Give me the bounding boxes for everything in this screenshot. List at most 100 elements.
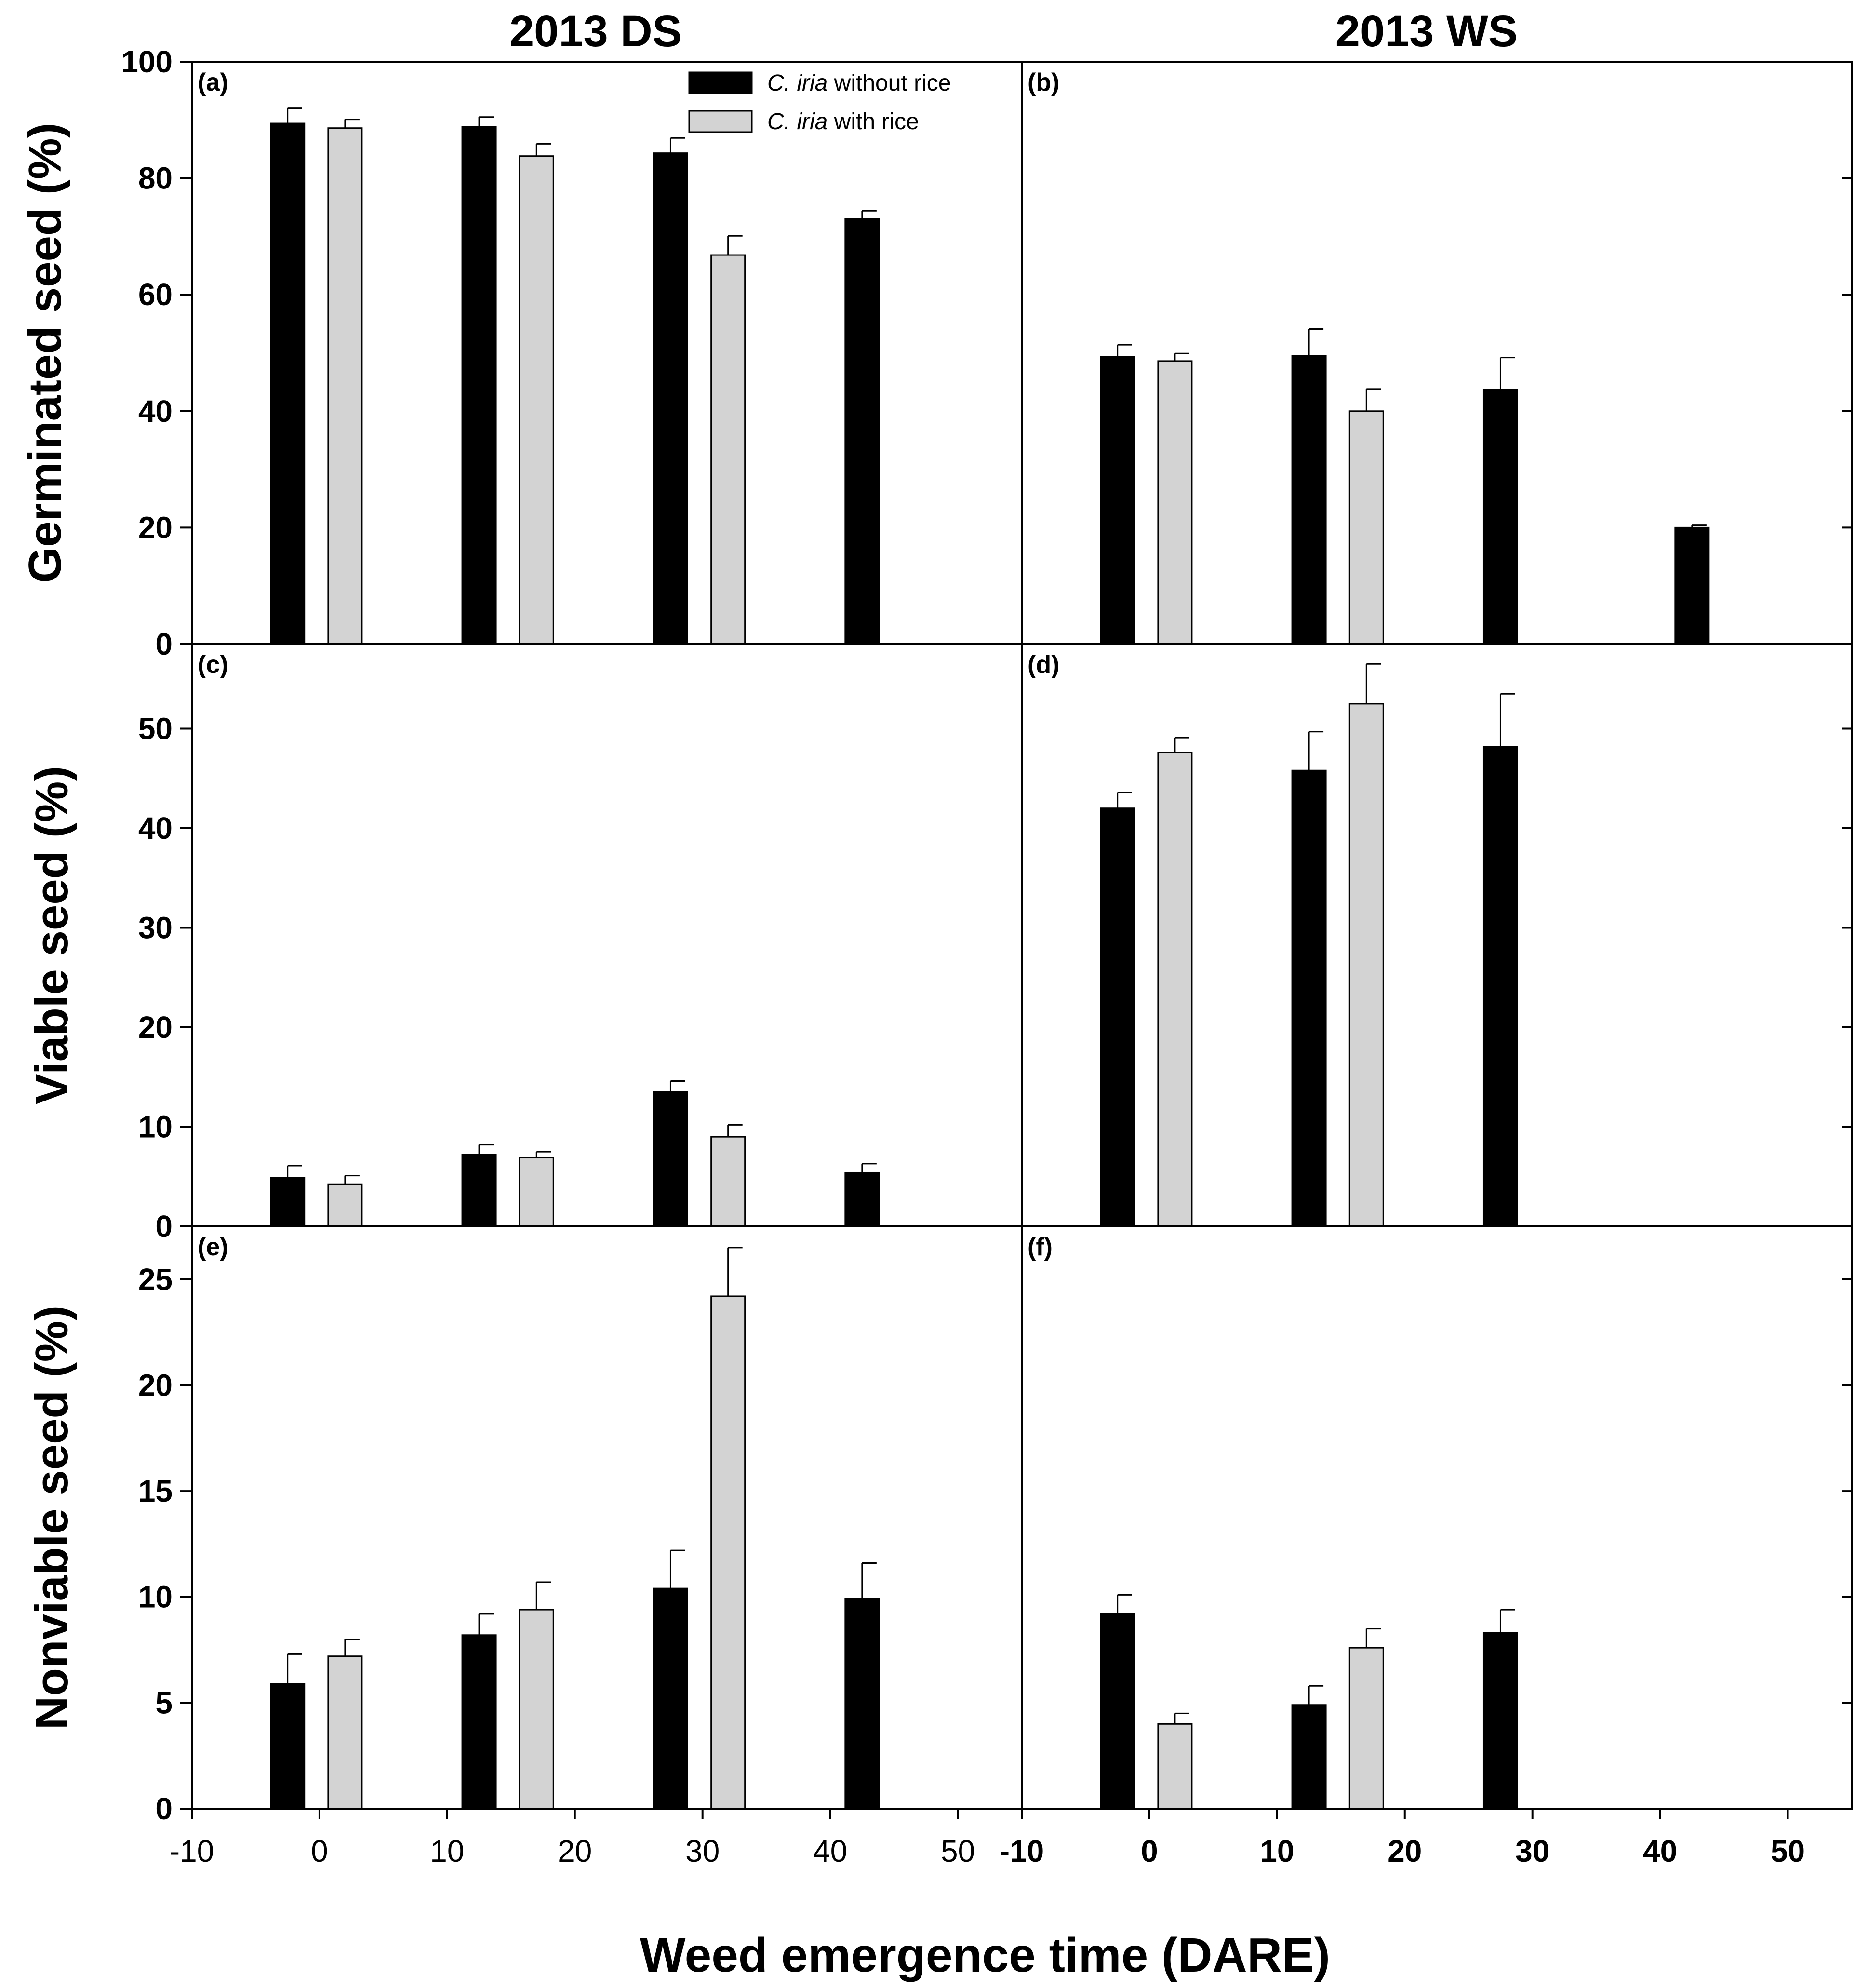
bar-c-s0-p1 [461, 1154, 497, 1227]
panel-label-c: (c) [198, 651, 228, 679]
bar-d-s1-p0 [1157, 752, 1193, 1227]
bar-b-s1-p0 [1157, 360, 1193, 645]
bar-a-s0-p3 [844, 218, 880, 645]
bar-a-s1-p2 [710, 254, 746, 645]
panel-b: (b) [1021, 61, 1853, 645]
x-axis-label: Weed emergence time (DARE) [640, 1928, 1330, 1982]
x-tick-label-f-2: 10 [1260, 1834, 1294, 1868]
bar-b-s0-p2 [1482, 389, 1518, 645]
bar-a-s1-p1 [519, 155, 554, 645]
x-tick-label-e-2: 10 [430, 1834, 464, 1868]
panel-a: 0 20 40 60 80 100 (a) Germinated seed (%) [19, 44, 1023, 661]
bar-f-s0-p1 [1291, 1704, 1327, 1810]
y-tick-label-c-5: 50 [138, 712, 173, 746]
panel-e: 0 5 10 15 20 25 -10 0 10 20 30 40 50 (e) Nonviable see… [26, 1225, 1023, 1868]
bar-b-s1-p1 [1348, 410, 1384, 645]
x-tick-label-f-0: -10 [1000, 1834, 1044, 1868]
bar-a-s0-p2 [653, 152, 688, 645]
x-tick-label-f-6: 50 [1771, 1834, 1805, 1868]
bar-c-s0-p3 [844, 1171, 880, 1227]
bar-e-s1-p1 [519, 1609, 554, 1810]
x-tick-label-f-3: 20 [1388, 1834, 1422, 1868]
y-tick-label-e-2: 10 [138, 1580, 173, 1614]
y-tick-label-c-2: 20 [138, 1010, 173, 1045]
bar-f-s0-p0 [1100, 1613, 1135, 1810]
bar-a-s1-p0 [327, 127, 363, 645]
y-tick-label-e-3: 15 [138, 1474, 173, 1508]
panel-label-e: (e) [198, 1233, 228, 1261]
x-tick-label-f-5: 40 [1643, 1834, 1677, 1868]
panel-f: -10 0 10 20 30 40 50 (f) [1000, 1225, 1853, 1868]
y-tick-label-a-0: 0 [155, 627, 173, 661]
y-tick-label-a-3: 60 [138, 277, 173, 312]
x-tick-label-e-4: 30 [685, 1834, 720, 1868]
bar-b-s0-p1 [1291, 355, 1327, 645]
y-tick-label-c-0: 0 [155, 1209, 173, 1244]
bar-e-s1-p2 [710, 1295, 746, 1810]
panel-label-a: (a) [198, 68, 228, 96]
panel-frame-f [1021, 1225, 1853, 1810]
legend-label-1: C. iria with rice [767, 109, 919, 134]
bar-a-s0-p1 [461, 126, 497, 645]
bar-c-s1-p1 [519, 1157, 554, 1227]
y-tick-label-e-1: 5 [155, 1685, 173, 1720]
x-tick-label-e-3: 20 [558, 1834, 592, 1868]
bar-e-s1-p0 [327, 1655, 363, 1810]
bar-c-s1-p0 [327, 1183, 363, 1227]
legend-species-0: C. iria [767, 70, 827, 96]
legend-species-1: C. iria [767, 109, 827, 134]
bar-a-s0-p0 [270, 122, 306, 645]
legend-treatment-1: with rice [827, 109, 919, 134]
panel-d: (d) [1021, 643, 1853, 1227]
y-tick-label-c-4: 40 [138, 811, 173, 846]
bar-e-s0-p0 [270, 1683, 306, 1810]
x-tick-label-e-5: 40 [813, 1834, 847, 1868]
bar-e-s0-p1 [461, 1634, 497, 1810]
x-tick-label-e-1: 0 [311, 1834, 328, 1868]
bar-d-s1-p1 [1348, 703, 1384, 1227]
bar-d-s0-p1 [1291, 769, 1327, 1227]
x-tick-label-e-0: -10 [170, 1834, 214, 1868]
bar-b-s0-p0 [1100, 356, 1135, 645]
y-tick-label-e-4: 20 [138, 1368, 173, 1402]
panel-label-f: (f) [1027, 1233, 1053, 1261]
bar-c-s0-p0 [270, 1177, 306, 1227]
panel-label-d: (d) [1027, 651, 1059, 679]
y-tick-label-e-5: 25 [138, 1262, 173, 1297]
bar-c-s0-p2 [653, 1091, 688, 1227]
y-tick-label-c-3: 30 [138, 911, 173, 945]
y-tick-label-e-0: 0 [155, 1791, 173, 1826]
bar-c-s1-p2 [710, 1136, 746, 1227]
legend-swatch-0 [688, 71, 753, 94]
legend-label-0: C. iria without rice [767, 70, 951, 96]
x-tick-label-e-6: 50 [941, 1834, 975, 1868]
y-tick-label-a-1: 20 [138, 510, 173, 545]
bar-e-s0-p2 [653, 1587, 688, 1810]
x-tick-label-f-4: 30 [1515, 1834, 1549, 1868]
y-tick-label-a-4: 80 [138, 161, 173, 196]
y-tick-label-c-1: 10 [138, 1110, 173, 1144]
y-tick-label-a-5: 100 [121, 44, 173, 79]
bar-f-s0-p2 [1482, 1632, 1518, 1810]
bar-d-s0-p2 [1482, 746, 1518, 1227]
bar-e-s0-p3 [844, 1598, 880, 1810]
bar-b-s0-p3 [1674, 526, 1710, 645]
column-title-ds: 2013 DS [509, 7, 682, 56]
column-title-ws: 2013 WS [1335, 7, 1518, 56]
y-axis-label-e: Nonviable seed (%) [26, 1305, 78, 1730]
y-tick-label-a-2: 40 [138, 394, 173, 429]
y-axis-label-c: Viable seed (%) [26, 766, 78, 1105]
panel-c: 0 10 20 30 40 50 (c) Viable seed (%) [26, 643, 1023, 1244]
x-tick-label-f-1: 0 [1141, 1834, 1158, 1868]
bar-f-s1-p1 [1348, 1647, 1384, 1810]
panel-label-b: (b) [1027, 68, 1059, 96]
legend-swatch-1 [688, 110, 753, 133]
bar-d-s0-p0 [1100, 807, 1135, 1227]
legend-treatment-0: without rice [827, 70, 951, 96]
y-axis-label-a: Germinated seed (%) [19, 123, 71, 583]
bar-f-s1-p0 [1157, 1723, 1193, 1810]
